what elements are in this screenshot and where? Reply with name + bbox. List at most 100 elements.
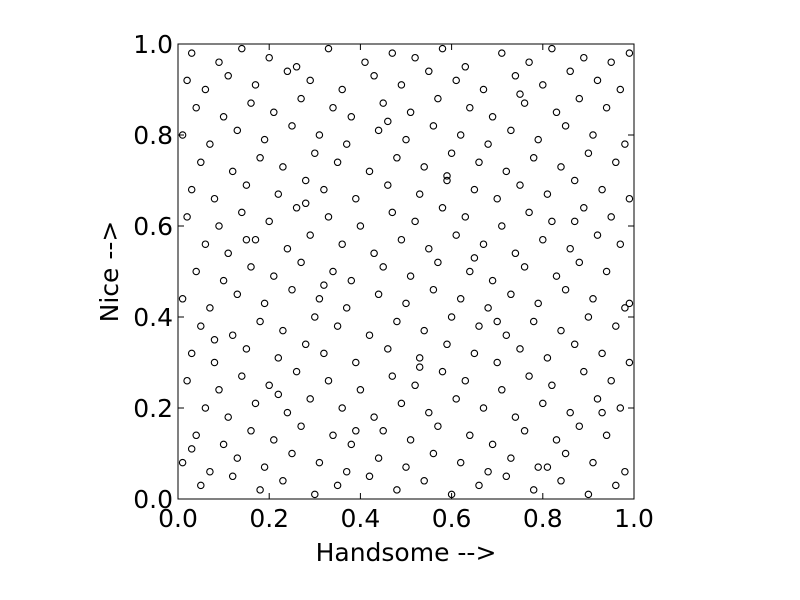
data-point — [210, 336, 219, 344]
data-point — [425, 67, 433, 76]
data-point — [415, 354, 424, 362]
data-point — [206, 304, 214, 312]
data-point — [434, 422, 442, 430]
data-point — [201, 85, 210, 94]
data-point — [297, 422, 305, 430]
data-point — [584, 149, 593, 157]
data-point — [589, 131, 597, 139]
y-tick-label: 1.0 — [133, 30, 173, 59]
data-point — [256, 317, 264, 326]
data-point — [329, 267, 337, 276]
data-point — [539, 81, 547, 89]
data-point — [329, 431, 337, 440]
data-point — [388, 372, 397, 380]
axis-ticks — [177, 43, 635, 500]
data-point — [593, 76, 602, 85]
data-point — [484, 140, 492, 148]
data-point — [238, 372, 246, 380]
data-point — [479, 85, 488, 94]
data-point — [324, 213, 333, 221]
data-point — [470, 254, 479, 262]
data-point — [393, 486, 401, 494]
data-point — [333, 481, 342, 490]
data-point — [260, 463, 269, 471]
data-point — [187, 185, 196, 194]
data-point — [352, 427, 360, 435]
data-point — [347, 113, 356, 121]
data-point — [406, 436, 415, 444]
data-point — [561, 449, 570, 458]
data-point — [406, 272, 415, 280]
data-point — [306, 231, 314, 239]
data-point — [429, 449, 438, 458]
data-point — [338, 85, 346, 94]
data-point — [338, 404, 346, 412]
data-point — [525, 208, 533, 217]
data-point — [425, 244, 433, 253]
data-point — [461, 63, 470, 71]
data-point — [356, 222, 365, 230]
data-point — [365, 472, 374, 481]
data-point — [187, 445, 196, 453]
data-points — [178, 44, 634, 499]
data-point — [420, 477, 428, 485]
data-point — [233, 126, 242, 135]
data-point — [602, 431, 611, 440]
data-point — [411, 381, 419, 390]
data-point — [438, 44, 447, 53]
data-point — [493, 194, 501, 203]
data-point — [443, 172, 451, 180]
data-point — [602, 103, 611, 112]
data-point — [402, 135, 410, 144]
data-point — [470, 185, 479, 194]
data-point — [283, 408, 292, 417]
data-point — [265, 53, 273, 62]
data-point — [201, 404, 210, 412]
data-point — [561, 122, 570, 130]
data-point — [197, 322, 205, 330]
x-axis-label: Handsome --> — [316, 538, 497, 567]
data-point — [374, 290, 383, 299]
data-point — [525, 372, 533, 380]
data-point — [466, 103, 474, 112]
data-point — [384, 117, 392, 126]
data-point — [552, 436, 561, 444]
data-point — [593, 231, 602, 239]
data-point — [379, 263, 387, 271]
data-point — [539, 235, 547, 244]
data-point — [461, 213, 470, 221]
data-point — [612, 158, 620, 167]
data-point — [570, 217, 579, 226]
data-point — [365, 331, 374, 339]
data-point — [397, 81, 406, 89]
data-point — [438, 367, 447, 376]
data-point — [511, 249, 520, 258]
data-point — [488, 440, 497, 449]
data-point — [352, 358, 360, 367]
data-point — [447, 149, 456, 157]
data-point — [306, 76, 314, 85]
data-point — [292, 367, 301, 376]
data-point — [593, 395, 602, 403]
data-point — [210, 358, 219, 367]
data-point — [247, 427, 255, 435]
y-tick-label: 0.0 — [133, 485, 173, 514]
data-point — [525, 58, 533, 66]
data-point — [511, 413, 520, 421]
x-tick-label: 0.6 — [432, 504, 472, 533]
data-point — [292, 204, 301, 212]
data-point — [247, 99, 255, 107]
data-point — [260, 299, 269, 308]
data-point — [507, 126, 515, 135]
data-point — [456, 458, 465, 467]
data-point — [192, 267, 200, 276]
data-point — [557, 163, 565, 171]
data-point — [397, 235, 406, 244]
data-point — [228, 472, 237, 481]
data-point — [242, 235, 251, 244]
data-point — [580, 204, 588, 212]
data-point — [502, 472, 511, 481]
data-point — [238, 44, 246, 53]
data-point — [361, 58, 369, 66]
